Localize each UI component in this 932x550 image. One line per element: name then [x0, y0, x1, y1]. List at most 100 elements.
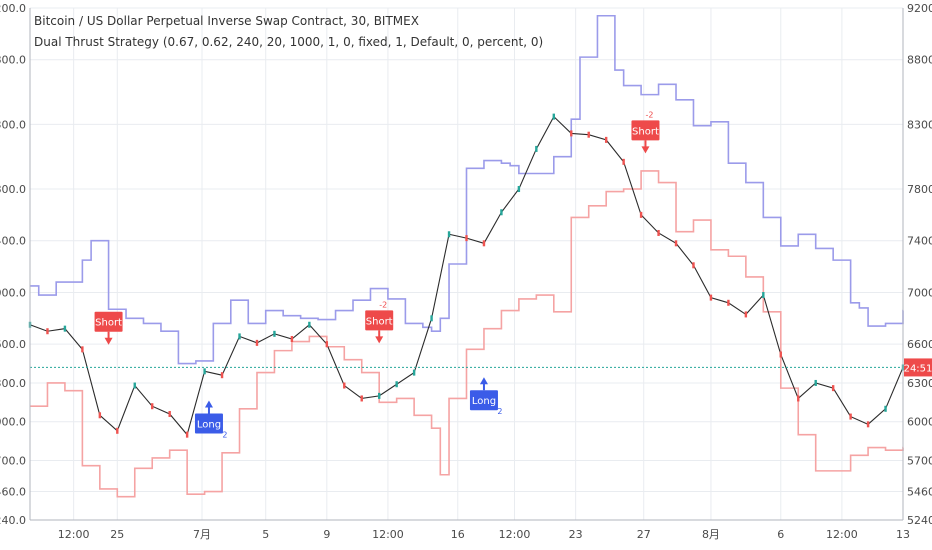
- x-tick-label: 27: [637, 528, 651, 541]
- price-candle: [325, 341, 329, 348]
- chart-title: Bitcoin / US Dollar Perpetual Inverse Sw…: [34, 14, 419, 28]
- chart-subtitle: Dual Thrust Strategy (0.67, 0.62, 240, 2…: [34, 35, 543, 49]
- short-arrow-head: [104, 337, 113, 345]
- price-candle: [657, 229, 660, 236]
- price-candle: [604, 136, 608, 143]
- short-flag: [94, 311, 123, 332]
- x-tick-label: 12:00: [826, 528, 858, 541]
- y-tick-label-left: 5240.0: [0, 514, 26, 527]
- price-candle: [220, 372, 224, 379]
- price-candle: [273, 330, 276, 337]
- price-candle: [535, 145, 538, 152]
- x-tick-label: 5: [262, 528, 269, 541]
- price-candle: [133, 382, 136, 389]
- x-tick-label: 7月: [193, 528, 211, 541]
- price-candle: [98, 412, 102, 419]
- price-candle: [430, 315, 433, 322]
- x-tick-label: 12:00: [58, 528, 90, 541]
- y-tick-label-right: 9200.0: [907, 2, 932, 15]
- price-candle: [552, 113, 555, 120]
- price-candle: [831, 385, 835, 392]
- price-candle: [622, 158, 625, 165]
- price-candle: [779, 351, 782, 358]
- y-tick-label-left: 7400.0: [0, 235, 26, 248]
- short-arrow-head: [375, 336, 384, 344]
- y-tick-label-left: 8300.0: [0, 118, 26, 131]
- price-candle: [238, 333, 241, 340]
- y-tick-label-right: 5460.0: [907, 486, 932, 499]
- current-price-label: 24:51: [904, 363, 932, 374]
- y-tick-label-right: 6300.0: [907, 377, 932, 390]
- price-candle: [482, 240, 486, 247]
- price-candle: [849, 413, 852, 420]
- price-candle: [465, 235, 468, 242]
- y-tick-label-left: 6600.0: [0, 338, 26, 351]
- x-tick-label: 23: [569, 528, 583, 541]
- y-tick-label-left: 6000.0: [0, 416, 26, 429]
- y-tick-label-left: 7000.0: [0, 286, 26, 299]
- y-tick-label-right: 5240.0: [907, 514, 932, 527]
- price-candle: [570, 130, 573, 137]
- short-flag-label: Short: [632, 126, 659, 137]
- short-qty-label: -2: [645, 110, 653, 119]
- short-flag-label: Short: [95, 318, 122, 329]
- y-tick-label-right: 6000.0: [907, 416, 932, 429]
- upper-band-line: [30, 14, 904, 365]
- price-candle: [378, 392, 381, 399]
- y-tick-label-left: 7800.0: [0, 183, 26, 196]
- y-tick-label-right: 5700.0: [907, 455, 932, 468]
- price-candle: [185, 431, 189, 438]
- price-candle: [692, 262, 695, 269]
- price-candle: [447, 231, 451, 238]
- price-candle: [168, 410, 171, 417]
- y-tick-label-left: 9200.0: [0, 2, 26, 15]
- short-arrow-head: [641, 146, 650, 154]
- x-tick-label: 16: [451, 528, 465, 541]
- x-tick-label: 12:00: [499, 528, 531, 541]
- y-tick-label-right: 7800.0: [907, 183, 932, 196]
- long-flag-label: Long: [197, 420, 221, 431]
- long-qty-label: 2: [497, 407, 502, 416]
- y-tick-label-right: 8300.0: [907, 118, 932, 131]
- price-candle: [884, 405, 887, 412]
- long-qty-label: 2: [222, 431, 227, 440]
- short-flag-label: Short: [366, 316, 393, 327]
- y-tick-label-left: 5700.0: [0, 455, 26, 468]
- price-candle: [360, 395, 363, 402]
- x-tick-label: 8月: [702, 528, 720, 541]
- short-qty-label: -2: [379, 300, 387, 309]
- price-candle: [500, 209, 503, 216]
- price-candle: [81, 346, 84, 353]
- price-candle: [709, 294, 713, 301]
- price-candle: [674, 240, 678, 247]
- long-arrow-head: [204, 400, 213, 408]
- price-candle: [203, 368, 206, 375]
- price-candle: [151, 403, 154, 410]
- y-tick-label-right: 6600.0: [907, 338, 932, 351]
- price-candle: [797, 395, 800, 402]
- price-candle: [517, 186, 521, 193]
- x-tick-label: 25: [110, 528, 124, 541]
- price-candle: [412, 369, 416, 376]
- current-price-tag: [904, 358, 932, 377]
- price-candle: [116, 427, 119, 434]
- price-candle: [46, 328, 49, 335]
- price-candle: [587, 131, 590, 138]
- price-candle: [814, 379, 817, 386]
- y-tick-label-right: 7400.0: [907, 235, 932, 248]
- long-flag: [194, 413, 223, 434]
- series-layer: [28, 14, 905, 498]
- short-flag: [631, 120, 660, 141]
- price-candle: [727, 299, 730, 306]
- long-flag-label: Long: [472, 396, 496, 407]
- x-tick-label: 12:00: [372, 528, 404, 541]
- price-candle: [639, 211, 643, 218]
- price-candle: [744, 311, 748, 318]
- y-tick-label-left: 8800.0: [0, 54, 26, 67]
- price-candle: [866, 421, 870, 428]
- x-tick-label: 6: [777, 528, 784, 541]
- price-candle: [308, 321, 311, 328]
